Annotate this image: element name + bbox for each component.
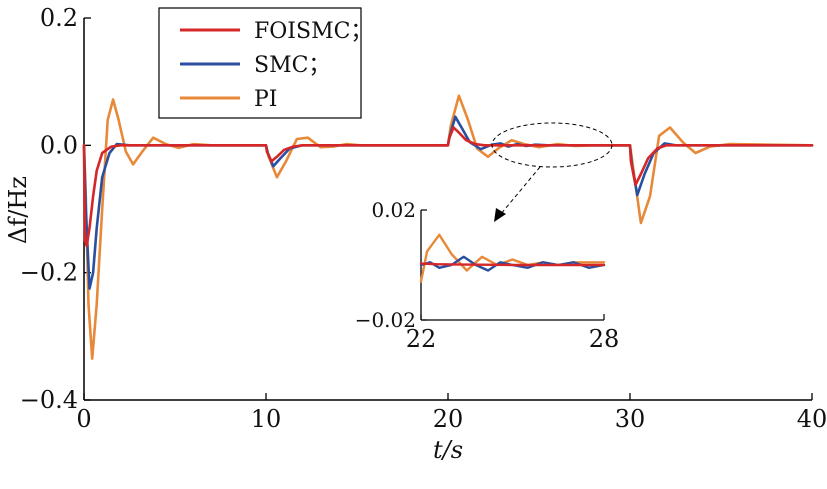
x-axis-title: t/s [433, 436, 463, 464]
inset-series-line [419, 255, 606, 272]
zoom-arrow-line [499, 166, 541, 216]
inset-x-tick-label: 22 [406, 325, 437, 353]
x-tick-label: 40 [797, 405, 827, 433]
inset-y-tick-label: 0.02 [371, 198, 416, 222]
inset-x-tick-label: 28 [589, 325, 620, 353]
x-tick-label: 30 [615, 405, 646, 433]
y-tick-label: −0.4 [20, 386, 78, 414]
series-line [82, 94, 814, 360]
legend: FOISMC； SMC； PI [158, 7, 372, 119]
legend-label: SMC； [254, 53, 330, 78]
legend-label: FOISMC； [254, 19, 372, 44]
legend-label: PI [254, 87, 278, 112]
inset-series-line [419, 233, 606, 283]
zoom-arrow-head [494, 208, 506, 222]
inset-ticks: 22 28 0.02 −0.02 [355, 198, 620, 353]
zoom-region-ellipse [491, 122, 613, 168]
y-ticks: 0.2 0.0 −0.2 −0.4 [20, 4, 91, 414]
inset-y-tick-label: −0.02 [355, 308, 416, 332]
y-tick-label: −0.2 [20, 259, 78, 287]
series-line [82, 126, 814, 248]
x-tick-label: 0 [76, 405, 91, 433]
x-ticks: 0 10 20 30 40 [76, 393, 827, 433]
inset-chart: 22 28 0.02 −0.02 [355, 198, 620, 353]
y-tick-label: 0.0 [40, 131, 78, 159]
x-tick-label: 10 [251, 405, 282, 433]
x-tick-label: 20 [433, 405, 464, 433]
y-axis-title: Δf/Hz [4, 176, 32, 244]
y-tick-label: 0.2 [40, 4, 78, 32]
inset-series-line [419, 262, 606, 267]
inset-series [419, 233, 606, 283]
main-plot-series [82, 94, 814, 360]
